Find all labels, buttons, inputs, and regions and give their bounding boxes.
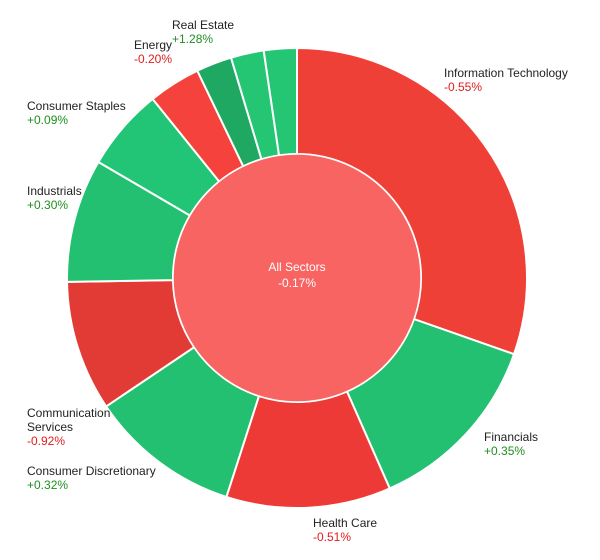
label-information-technology: Information Technology — [444, 66, 568, 80]
change-consumer-discretionary: +0.32% — [27, 478, 68, 492]
change-communication-services: -0.92% — [27, 434, 65, 448]
change-information-technology: -0.55% — [444, 80, 482, 94]
label-energy: Energy — [134, 38, 172, 52]
labels-group: Information Technology-0.55%Financials+0… — [27, 18, 568, 544]
label-communication-services: Communication Services — [27, 406, 110, 434]
label-health-care: Health Care — [313, 516, 377, 530]
slices-group — [66, 46, 528, 509]
label-real-estate: Real Estate — [172, 18, 234, 32]
change-health-care: -0.51% — [313, 530, 351, 544]
change-energy: -0.20% — [134, 52, 172, 66]
center-change: -0.17% — [278, 276, 316, 290]
label-consumer-staples: Consumer Staples — [27, 99, 126, 113]
change-consumer-staples: +0.09% — [27, 113, 68, 127]
center-label: All Sectors — [268, 260, 325, 274]
change-financials: +0.35% — [484, 444, 525, 458]
change-real-estate: +1.28% — [172, 32, 213, 46]
center-disc[interactable] — [172, 153, 422, 403]
label-financials: Financials — [484, 430, 538, 444]
change-industrials: +0.30% — [27, 198, 68, 212]
label-consumer-discretionary: Consumer Discretionary — [27, 464, 156, 478]
label-industrials: Industrials — [27, 184, 82, 198]
